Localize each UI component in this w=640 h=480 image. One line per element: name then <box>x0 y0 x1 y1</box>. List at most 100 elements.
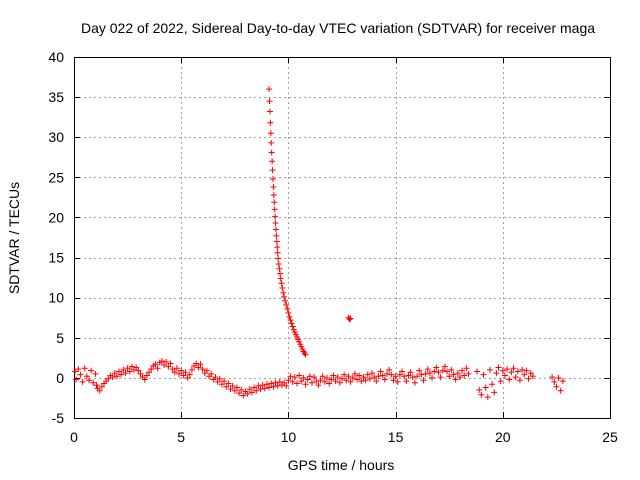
data-point <box>77 371 84 378</box>
data-point <box>454 370 461 377</box>
data-point <box>227 386 234 393</box>
data-point <box>268 149 275 156</box>
data-point <box>261 385 268 392</box>
data-point <box>266 86 273 93</box>
data-point <box>284 305 291 312</box>
data-point <box>506 376 513 383</box>
data-point <box>313 378 320 385</box>
y-tick-label: 15 <box>48 250 64 266</box>
data-point <box>231 387 238 394</box>
data-point <box>176 370 183 377</box>
data-point <box>508 369 515 376</box>
x-tick-label: 15 <box>388 429 404 445</box>
data-point <box>461 372 468 379</box>
data-point <box>351 370 358 377</box>
data-point <box>375 373 382 380</box>
data-point <box>446 373 453 380</box>
data-point <box>396 371 403 378</box>
data-point <box>218 381 225 388</box>
data-point <box>450 371 457 378</box>
data-point <box>381 376 388 383</box>
data-point <box>193 360 200 367</box>
data-point <box>279 285 286 292</box>
data-point <box>169 366 176 373</box>
data-point <box>426 370 433 377</box>
y-tick-label: 5 <box>56 330 64 346</box>
data-point <box>244 390 251 397</box>
data-point <box>124 365 131 372</box>
data-point <box>285 377 292 384</box>
data-point <box>73 376 80 383</box>
data-point <box>478 391 485 398</box>
data-point <box>182 369 189 376</box>
data-point <box>497 378 504 385</box>
data-point <box>269 158 276 165</box>
data-point <box>441 363 448 370</box>
data-point <box>296 372 303 379</box>
data-point <box>72 368 79 375</box>
data-point <box>276 265 283 272</box>
data-point <box>81 365 88 372</box>
x-tick-labels: 0 5 10 15 20 25 <box>70 429 618 445</box>
data-point <box>519 366 526 373</box>
data-point <box>529 373 536 380</box>
data-point <box>122 370 129 377</box>
y-tick-label: -5 <box>52 410 65 426</box>
data-point <box>474 368 481 375</box>
data-point <box>270 191 277 198</box>
x-axis-label: GPS time / hours <box>288 457 395 473</box>
data-point <box>266 108 273 115</box>
plot-frame <box>74 57 611 419</box>
data-point <box>424 366 431 373</box>
data-point <box>366 375 373 382</box>
data-point <box>411 379 418 386</box>
data-point <box>491 389 498 396</box>
data-point <box>358 378 365 385</box>
data-point <box>360 374 367 381</box>
data-point <box>459 367 466 374</box>
data-point <box>269 167 276 174</box>
y-tick-labels: -5 0 5 10 15 20 25 30 35 40 <box>48 49 64 426</box>
data-point <box>414 373 421 380</box>
data-point <box>482 384 489 391</box>
data-point <box>120 366 127 373</box>
data-point <box>188 366 195 373</box>
data-point <box>341 371 348 378</box>
data-point <box>501 372 508 379</box>
data-point <box>510 365 517 372</box>
data-point <box>158 358 165 365</box>
data-point <box>435 369 442 376</box>
data-point <box>268 380 275 387</box>
data-point <box>527 370 534 377</box>
x-tick-label: 10 <box>281 429 297 445</box>
y-tick-label: 30 <box>48 129 64 145</box>
chart-title: Day 022 of 2022, Sidereal Day-to-day VTE… <box>81 20 595 36</box>
data-point <box>287 317 294 324</box>
data-point <box>315 382 322 389</box>
data-point <box>302 351 309 358</box>
data-point <box>343 377 350 384</box>
data-point <box>167 360 174 367</box>
data-point <box>403 378 410 385</box>
data-point <box>271 199 278 206</box>
x-tick-label: 20 <box>495 429 511 445</box>
y-axis-label: SDTVAR / TECUs <box>6 182 22 294</box>
data-point <box>113 373 120 380</box>
data-point <box>270 183 277 190</box>
data-point <box>323 374 330 381</box>
x-tick-label: 5 <box>177 429 185 445</box>
data-point <box>273 232 280 239</box>
data-point <box>236 390 243 397</box>
data-point <box>347 315 354 322</box>
data-point <box>433 364 440 371</box>
data-point <box>347 378 354 385</box>
data-point <box>399 368 406 375</box>
data-point <box>269 175 276 182</box>
data-point <box>444 368 451 375</box>
data-point <box>486 366 493 373</box>
data-point <box>92 370 99 377</box>
data-point <box>418 371 425 378</box>
data-point <box>253 387 260 394</box>
data-point <box>277 275 284 282</box>
